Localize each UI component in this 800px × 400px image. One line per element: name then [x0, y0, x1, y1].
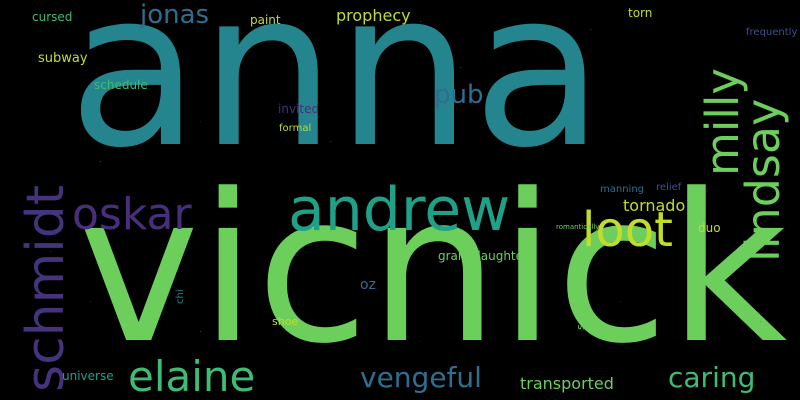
- word-subway: subway: [38, 51, 88, 66]
- filler-word: ·: [620, 139, 622, 145]
- filler-word: ·: [760, 319, 762, 325]
- word-schedule: schedule: [94, 78, 148, 92]
- word-paint: paint: [250, 13, 281, 27]
- filler-word: ·: [50, 249, 52, 255]
- word-torn: torn: [628, 6, 653, 20]
- filler-word: ·: [420, 19, 422, 25]
- filler-word: ·: [460, 65, 462, 71]
- filler-word: ·: [590, 27, 592, 33]
- word-relief: relief: [656, 182, 682, 193]
- word-chi: chi: [175, 289, 186, 304]
- word-milly: milly: [696, 68, 749, 176]
- word-elaine: elaine: [128, 352, 256, 400]
- filler-word: ·: [520, 289, 522, 295]
- filler-word: ·: [620, 299, 622, 305]
- word-universe: universe: [62, 369, 114, 383]
- word-caring: caring: [668, 361, 756, 394]
- filler-word: ·: [100, 159, 102, 165]
- word-frequently: frequently: [746, 27, 798, 38]
- word-invited: invited: [278, 102, 320, 116]
- word-oskar: oskar: [72, 189, 192, 240]
- filler-word: ·: [270, 3, 272, 9]
- word-pub: pub: [434, 80, 484, 110]
- filler-word: ·: [420, 339, 422, 345]
- word-shoe: shoe: [272, 315, 299, 328]
- word-schmidt: schmidt: [16, 184, 76, 392]
- word-andrew: andrew: [288, 175, 511, 245]
- word-manning: manning: [600, 184, 645, 195]
- word-prophecy: prophecy: [336, 6, 411, 25]
- filler-word: ·: [200, 329, 202, 335]
- word-transported: transported: [520, 374, 614, 393]
- word-formal: formal: [279, 123, 312, 134]
- word-anna: anna: [68, 0, 605, 195]
- filler-word: ·: [310, 249, 312, 255]
- filler-word: ·: [300, 67, 302, 73]
- word-separately: separately: [574, 271, 587, 330]
- word-oz: oz: [360, 277, 376, 293]
- filler-word: ·: [90, 299, 92, 305]
- word-vicnick: vicnick: [78, 151, 788, 389]
- word-romantically: romantically: [556, 223, 600, 231]
- filler-word: ·: [560, 99, 562, 105]
- filler-word: ·: [520, 29, 522, 35]
- word-tornado: tornado: [623, 196, 686, 215]
- word-cursed: cursed: [32, 10, 73, 24]
- filler-word: ·: [330, 139, 332, 145]
- word-jonas: jonas: [140, 0, 210, 30]
- word-duo: duo: [698, 221, 721, 235]
- word-vengeful: vengeful: [360, 361, 482, 394]
- filler-word: ·: [700, 279, 702, 285]
- word-granddaughter: granddaughter: [438, 249, 528, 263]
- filler-word: ·: [200, 119, 202, 125]
- word-loot: loot: [582, 202, 673, 258]
